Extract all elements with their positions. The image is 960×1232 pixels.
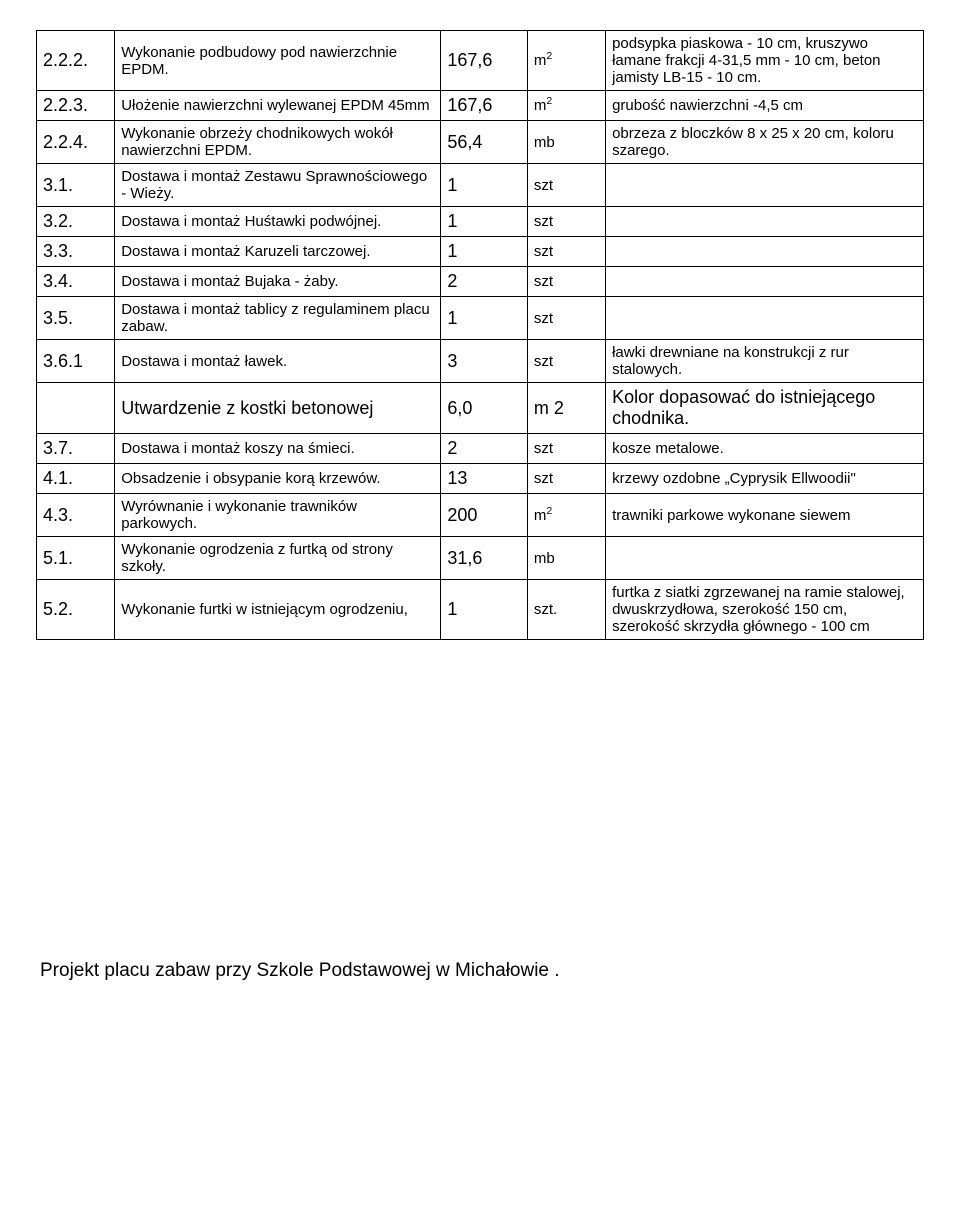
cell-number: 3.4. [37,267,115,297]
cell-quantity: 56,4 [441,121,527,164]
cell-description: Obsadzenie i obsypanie korą krzewów. [115,464,441,494]
cell-description: Wykonanie ogrodzenia z furtką od strony … [115,537,441,580]
cell-number: 3.5. [37,297,115,340]
cell-description: Ułożenie nawierzchni wylewanej EPDM 45mm [115,91,441,121]
cell-note: furtka z siatki zgrzewanej na ramie stal… [606,580,924,640]
cell-number: 2.2.3. [37,91,115,121]
table-row: 3.6.1Dostawa i montaż ławek.3sztławki dr… [37,340,924,383]
cell-note: Kolor dopasować do istniejącego chodnika… [606,383,924,434]
cell-note [606,537,924,580]
table-row: 5.1.Wykonanie ogrodzenia z furtką od str… [37,537,924,580]
cell-note: kosze metalowe. [606,434,924,464]
cell-quantity: 2 [441,434,527,464]
footer-title: Projekt placu zabaw przy Szkole Podstawo… [36,960,924,982]
cell-quantity: 1 [441,164,527,207]
cell-number: 3.3. [37,237,115,267]
table-row: 3.5.Dostawa i montaż tablicy z regulamin… [37,297,924,340]
cell-note [606,267,924,297]
cell-quantity: 1 [441,297,527,340]
cell-unit: m2 [527,91,605,121]
cell-unit: szt [527,464,605,494]
table-row: 4.3.Wyrównanie i wykonanie trawników par… [37,494,924,537]
table-row: 3.4.Dostawa i montaż Bujaka - żaby.2szt [37,267,924,297]
cell-description: Dostawa i montaż Huśtawki podwójnej. [115,207,441,237]
cell-number [37,383,115,434]
cell-unit: m2 [527,31,605,91]
table-row: 2.2.3.Ułożenie nawierzchni wylewanej EPD… [37,91,924,121]
cell-unit: szt. [527,580,605,640]
cell-quantity: 167,6 [441,31,527,91]
cell-number: 2.2.4. [37,121,115,164]
cell-number: 3.1. [37,164,115,207]
cell-unit: m 2 [527,383,605,434]
spec-table: 2.2.2.Wykonanie podbudowy pod nawierzchn… [36,30,924,640]
cell-quantity: 3 [441,340,527,383]
table-row: 3.2.Dostawa i montaż Huśtawki podwójnej.… [37,207,924,237]
cell-description: Utwardzenie z kostki betonowej [115,383,441,434]
table-row: 2.2.4.Wykonanie obrzeży chodnikowych wok… [37,121,924,164]
cell-note [606,207,924,237]
cell-number: 3.7. [37,434,115,464]
cell-number: 4.1. [37,464,115,494]
cell-unit: szt [527,237,605,267]
table-row: 3.1.Dostawa i montaż Zestawu Sprawnościo… [37,164,924,207]
cell-unit: szt [527,267,605,297]
cell-note [606,297,924,340]
cell-description: Dostawa i montaż Zestawu Sprawnościowego… [115,164,441,207]
cell-description: Wykonanie obrzeży chodnikowych wokół naw… [115,121,441,164]
cell-description: Wykonanie furtki w istniejącym ogrodzeni… [115,580,441,640]
cell-number: 2.2.2. [37,31,115,91]
table-row: 5.2.Wykonanie furtki w istniejącym ogrod… [37,580,924,640]
cell-quantity: 13 [441,464,527,494]
table-row: 2.2.2.Wykonanie podbudowy pod nawierzchn… [37,31,924,91]
cell-number: 3.6.1 [37,340,115,383]
cell-unit: szt [527,207,605,237]
cell-description: Dostawa i montaż ławek. [115,340,441,383]
cell-number: 5.1. [37,537,115,580]
cell-note: obrzeza z bloczków 8 x 25 x 20 cm, kolor… [606,121,924,164]
table-row: 4.1.Obsadzenie i obsypanie korą krzewów.… [37,464,924,494]
cell-description: Wyrównanie i wykonanie trawników parkowy… [115,494,441,537]
cell-quantity: 6,0 [441,383,527,434]
cell-note: grubość nawierzchni -4,5 cm [606,91,924,121]
table-row: Utwardzenie z kostki betonowej6,0m 2Kolo… [37,383,924,434]
cell-quantity: 167,6 [441,91,527,121]
cell-quantity: 200 [441,494,527,537]
cell-note [606,164,924,207]
cell-unit: mb [527,537,605,580]
table-row: 3.3.Dostawa i montaż Karuzeli tarczowej.… [37,237,924,267]
cell-description: Wykonanie podbudowy pod nawierzchnie EPD… [115,31,441,91]
cell-description: Dostawa i montaż tablicy z regulaminem p… [115,297,441,340]
table-row: 3.7.Dostawa i montaż koszy na śmieci.2sz… [37,434,924,464]
cell-note: ławki drewniane na konstrukcji z rur sta… [606,340,924,383]
cell-number: 5.2. [37,580,115,640]
cell-quantity: 1 [441,580,527,640]
cell-number: 3.2. [37,207,115,237]
cell-unit: szt [527,164,605,207]
cell-unit: mb [527,121,605,164]
cell-quantity: 31,6 [441,537,527,580]
cell-note: krzewy ozdobne „Cyprysik Ellwoodii" [606,464,924,494]
cell-description: Dostawa i montaż koszy na śmieci. [115,434,441,464]
cell-quantity: 1 [441,237,527,267]
cell-note: trawniki parkowe wykonane siewem [606,494,924,537]
cell-unit: szt [527,297,605,340]
cell-unit: m2 [527,494,605,537]
cell-unit: szt [527,340,605,383]
cell-description: Dostawa i montaż Karuzeli tarczowej. [115,237,441,267]
cell-note: podsypka piaskowa - 10 cm, kruszywo łama… [606,31,924,91]
cell-note [606,237,924,267]
cell-quantity: 1 [441,207,527,237]
cell-number: 4.3. [37,494,115,537]
cell-description: Dostawa i montaż Bujaka - żaby. [115,267,441,297]
cell-quantity: 2 [441,267,527,297]
cell-unit: szt [527,434,605,464]
